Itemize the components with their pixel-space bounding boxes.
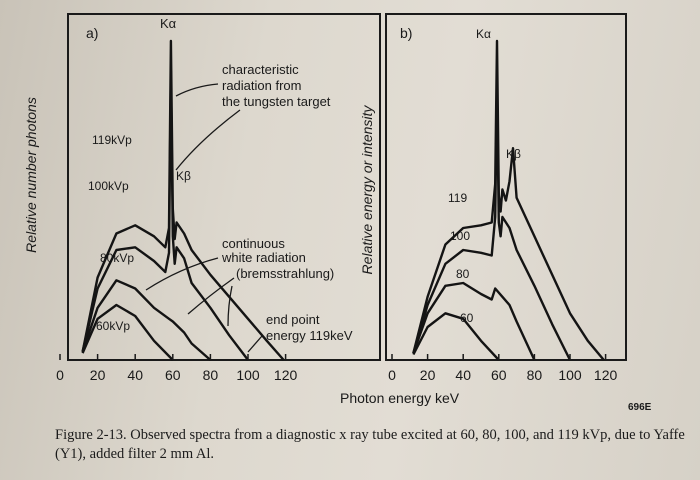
pointer-continuous bbox=[145, 257, 219, 291]
series-label-119: 119 bbox=[448, 191, 467, 205]
xtick-label: 100 bbox=[558, 367, 582, 383]
xtick-label: 60 bbox=[491, 367, 507, 383]
x-axis-label: Photon energy keV bbox=[340, 390, 460, 406]
panel-a-xticks: 0 20 40 60 80 100 120 bbox=[56, 354, 297, 383]
panel-b-annotations: Kα Kβ bbox=[476, 27, 521, 161]
continuous-label: continuous bbox=[222, 236, 285, 251]
panel-a-label: a) bbox=[86, 25, 98, 41]
xtick-label: 100 bbox=[236, 367, 260, 383]
pointer-end-point bbox=[247, 335, 263, 353]
series-line-60kvp bbox=[81, 303, 174, 361]
xtick-label: 20 bbox=[90, 367, 106, 383]
figure-caption: Figure 2-13. Observed spectra from a dia… bbox=[55, 427, 685, 462]
series-label-80: 80 bbox=[456, 267, 470, 281]
pointer-brems-2 bbox=[227, 285, 233, 327]
xtick-label: 60 bbox=[165, 367, 181, 383]
panel-a: a) Relative number photons 60kVp80kVp100… bbox=[23, 13, 381, 383]
panel-a-annotations: Kα Kβ characteristic radiation from the … bbox=[145, 16, 353, 353]
xtick-label: 20 bbox=[420, 367, 436, 383]
pointer-tungsten bbox=[175, 109, 241, 171]
radiation-from-label: radiation from bbox=[222, 78, 301, 93]
xtick-label: 40 bbox=[127, 367, 143, 383]
xtick-label: 0 bbox=[388, 367, 396, 383]
ka-label-b: Kα bbox=[476, 27, 491, 41]
panel-b-label: b) bbox=[400, 25, 412, 41]
xtick-label: 120 bbox=[274, 367, 298, 383]
series-line-80 bbox=[412, 281, 536, 361]
pointer-bremsstrahlung bbox=[187, 277, 235, 315]
xtick-label: 80 bbox=[203, 367, 219, 383]
tungsten-target-label: the tungsten target bbox=[222, 94, 331, 109]
end-point-label: end point bbox=[266, 312, 320, 327]
end-point-energy-label: energy 119keV bbox=[266, 328, 353, 343]
xtick-label: 40 bbox=[455, 367, 471, 383]
series-label-60: 60 bbox=[460, 311, 474, 325]
kb-label-a: Kβ bbox=[176, 169, 191, 183]
panel-b: b) Relative energy or intensity 60 80 100 1… bbox=[359, 13, 627, 383]
panel-b-frame bbox=[385, 13, 627, 361]
panel-a-frame bbox=[67, 13, 381, 361]
series-label-100: 100 bbox=[450, 229, 470, 243]
ka-label-a: Kα bbox=[160, 16, 177, 31]
series-line-60 bbox=[412, 312, 500, 361]
xtick-label: 80 bbox=[527, 367, 543, 383]
panel-b-ylabel: Relative energy or intensity bbox=[359, 105, 375, 275]
series-label-60kvp: 60kVp bbox=[96, 319, 130, 333]
bremsstrahlung-label: (bremsstrahlung) bbox=[236, 266, 334, 281]
white-radiation-label: white radiation bbox=[221, 250, 306, 265]
series-label-119kvp: 119kVp bbox=[92, 133, 132, 147]
pointer-characteristic bbox=[175, 83, 219, 97]
series-label-100kvp: 100kVp bbox=[88, 179, 129, 193]
panel-b-xticks: 0 20 40 60 80 100 120 bbox=[388, 354, 617, 383]
series-line-119kvp bbox=[81, 39, 285, 361]
series-line-80kvp bbox=[81, 279, 212, 361]
panel-b-series: 60 80 100 119 bbox=[412, 39, 605, 361]
characteristic-label: characteristic bbox=[222, 62, 299, 77]
kb-label-b: Kβ bbox=[506, 147, 521, 161]
panel-a-ylabel: Relative number photons bbox=[23, 97, 39, 253]
xtick-label: 120 bbox=[594, 367, 618, 383]
figure-id: 696E bbox=[628, 402, 652, 413]
series-line-119 bbox=[412, 39, 605, 361]
xtick-label: 0 bbox=[56, 367, 64, 383]
